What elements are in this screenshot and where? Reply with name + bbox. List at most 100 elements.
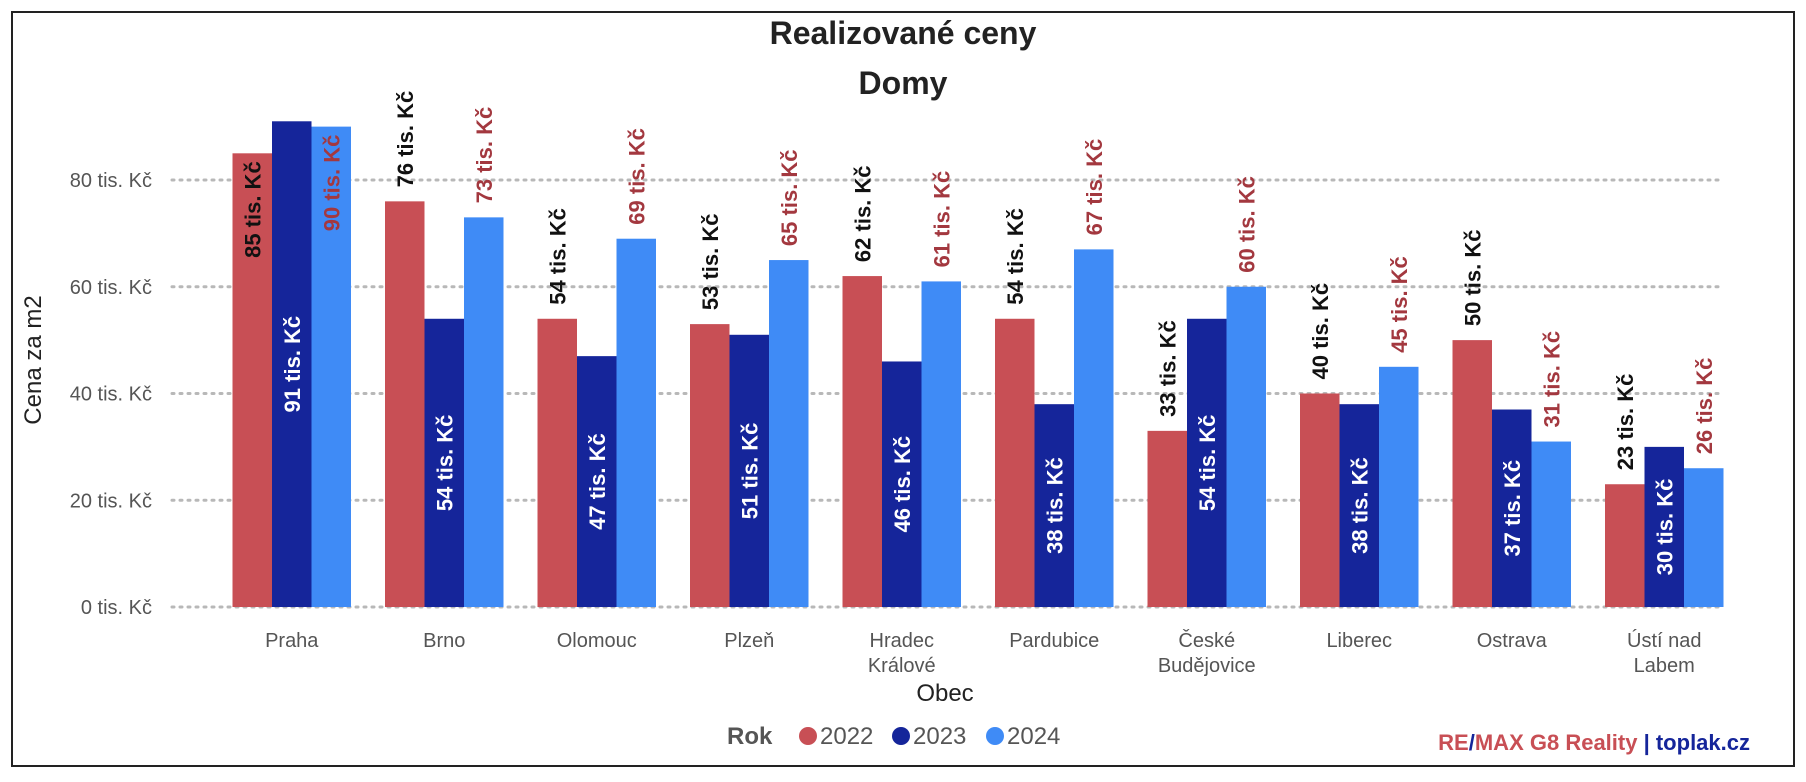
bar-2024 xyxy=(464,217,504,608)
credit-text: RE/MAX G8 Reality | toplak.cz xyxy=(1438,730,1750,755)
data-label-2024: 90 tis. Kč xyxy=(319,135,344,232)
x-tick-label: Plzeň xyxy=(724,630,774,652)
data-label-2022: 54 tis. Kč xyxy=(1003,208,1028,305)
bar-2023 xyxy=(729,334,769,607)
bar-2023 xyxy=(1339,404,1379,607)
legend-swatch-2023 xyxy=(892,727,910,745)
bar-2024 xyxy=(1531,441,1571,607)
credit-remax: RE xyxy=(1438,730,1469,755)
y-axis-ticks: 0 tis. Kč 20 tis. Kč 40 tis. Kč 60 tis. Kč 8… xyxy=(70,170,152,619)
legend-label-2022: 2022 xyxy=(820,723,873,750)
y-tick-label: 20 tis. Kč xyxy=(70,490,152,512)
data-label-2022: 62 tis. Kč xyxy=(850,165,875,262)
x-tick-label: České xyxy=(1178,629,1235,652)
legend-label-2023: 2023 xyxy=(913,723,966,750)
bar-2022 xyxy=(232,153,272,607)
y-tick-label: 80 tis. Kč xyxy=(70,170,152,192)
data-label-2024: 31 tis. Kč xyxy=(1539,331,1564,428)
chart-title: Realizované ceny xyxy=(770,15,1037,51)
bar-2022 xyxy=(690,324,730,607)
bar-2023 xyxy=(1187,318,1227,607)
bar-2022 xyxy=(1300,393,1340,607)
data-label-2022: 54 tis. Kč xyxy=(545,208,570,305)
data-label-2022: 53 tis. Kč xyxy=(698,214,723,311)
bar-2023 xyxy=(1034,404,1074,607)
data-label-2023: 38 tis. Kč xyxy=(1347,457,1372,554)
bar-2022 xyxy=(1452,340,1492,607)
bar-2024 xyxy=(1379,366,1419,607)
data-label-2022: 23 tis. Kč xyxy=(1613,374,1638,471)
x-tick-label: Ostrava xyxy=(1477,630,1548,652)
data-label-2024: 26 tis. Kč xyxy=(1692,358,1717,455)
x-axis-label: Obec xyxy=(916,680,973,707)
data-label-2024: 61 tis. Kč xyxy=(929,171,954,268)
data-label-2023: 91 tis. Kč xyxy=(280,316,305,413)
data-label-2022: 33 tis. Kč xyxy=(1155,320,1180,417)
x-axis-ticks: Praha Brno Olomouc Plzeň Hradec Králové Pardub… xyxy=(265,629,1701,677)
bar-2022 xyxy=(995,318,1035,607)
x-tick-label: Praha xyxy=(265,630,319,652)
data-label-2022: 85 tis. Kč xyxy=(240,161,265,258)
data-label-2022: 76 tis. Kč xyxy=(393,91,418,188)
data-label-2023: 54 tis. Kč xyxy=(432,415,457,512)
data-labels: 85 tis. Kč 91 tis. Kč 90 tis. Kč 76 tis. Kč… xyxy=(240,91,1717,576)
y-tick-label: 0 tis. Kč xyxy=(81,597,152,619)
data-label-2022: 50 tis. Kč xyxy=(1460,230,1485,327)
data-label-2023: 54 tis. Kč xyxy=(1195,415,1220,512)
bar-2024 xyxy=(1074,249,1114,607)
x-tick-label: Olomouc xyxy=(557,630,637,652)
credit-slash: / xyxy=(1469,730,1475,755)
bar-2022 xyxy=(1605,484,1645,607)
data-label-2023: 38 tis. Kč xyxy=(1042,457,1067,554)
credit-site: toplak.cz xyxy=(1656,730,1750,755)
data-label-2023: 47 tis. Kč xyxy=(585,433,610,530)
bar-2023 xyxy=(577,356,617,607)
bars xyxy=(232,121,1724,608)
x-tick-label: Králové xyxy=(868,655,936,677)
bar-2023 xyxy=(1644,446,1684,607)
chart-frame xyxy=(11,11,1795,767)
legend-label-2024: 2024 xyxy=(1007,723,1060,750)
data-label-2024: 67 tis. Kč xyxy=(1082,139,1107,236)
x-tick-label: Ústí nad xyxy=(1627,629,1701,652)
bar-2022 xyxy=(385,201,425,607)
bar-2024 xyxy=(1684,468,1724,607)
data-label-2022: 40 tis. Kč xyxy=(1308,283,1333,380)
legend-swatch-2022 xyxy=(799,727,817,745)
data-label-2024: 60 tis. Kč xyxy=(1234,176,1259,273)
x-tick-label: Hradec xyxy=(870,630,934,652)
data-label-2024: 45 tis. Kč xyxy=(1387,256,1412,353)
y-tick-label: 40 tis. Kč xyxy=(70,384,152,406)
chart-subtitle: Domy xyxy=(859,65,948,101)
bar-2023 xyxy=(272,121,312,607)
credit-g8: MAX G8 Reality xyxy=(1475,730,1638,755)
bar-2022 xyxy=(842,276,882,607)
data-label-2024: 65 tis. Kč xyxy=(777,149,802,246)
x-tick-label: Labem xyxy=(1634,655,1695,677)
bar-2024 xyxy=(311,126,351,607)
bar-2023 xyxy=(882,361,922,607)
data-label-2023: 37 tis. Kč xyxy=(1500,460,1525,557)
bar-2022 xyxy=(1147,430,1187,607)
data-label-2024: 73 tis. Kč xyxy=(472,107,497,204)
legend-title: Rok xyxy=(727,723,773,750)
data-label-2023: 46 tis. Kč xyxy=(890,436,915,533)
x-tick-label: Pardubice xyxy=(1009,630,1099,652)
bar-2024 xyxy=(769,260,809,607)
data-label-2023: 51 tis. Kč xyxy=(737,423,762,520)
legend: Rok 2022 2023 2024 xyxy=(727,723,1060,750)
bar-2023 xyxy=(424,318,464,607)
bar-2023 xyxy=(1492,409,1532,607)
y-tick-label: 60 tis. Kč xyxy=(70,277,152,299)
bar-2024 xyxy=(921,281,961,607)
y-axis-label: Cena za m2 xyxy=(20,295,47,424)
legend-swatch-2024 xyxy=(986,727,1004,745)
x-tick-label: Budějovice xyxy=(1158,655,1256,677)
x-tick-label: Liberec xyxy=(1326,630,1392,652)
x-tick-label: Brno xyxy=(423,630,465,652)
credit-separator: | xyxy=(1637,730,1655,755)
bar-2022 xyxy=(537,318,577,607)
bar-2024 xyxy=(1226,286,1266,607)
data-label-2023: 30 tis. Kč xyxy=(1652,479,1677,576)
